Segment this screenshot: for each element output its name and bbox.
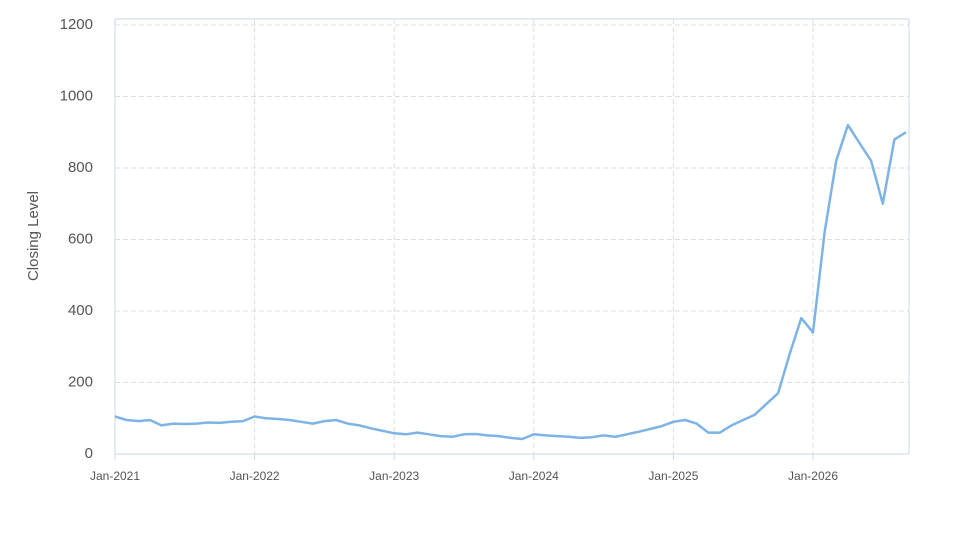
y-tick-label: 400 <box>68 302 93 319</box>
y-axis-label: Closing Level <box>25 191 42 281</box>
x-tick-label: Jan-2024 <box>509 469 559 483</box>
y-tick-label: 800 <box>68 159 93 176</box>
line-series <box>114 123 907 441</box>
x-tick-label: Jan-2023 <box>369 469 419 483</box>
y-tick-label: 1000 <box>60 87 93 104</box>
x-tick-label: Jan-2022 <box>230 469 280 483</box>
y-tick-label: 600 <box>68 230 93 247</box>
plot-frame <box>114 18 910 455</box>
y-tick-label: 200 <box>68 373 93 390</box>
y-tick-label: 0 <box>85 445 93 462</box>
y-tick-label: 1200 <box>60 16 93 33</box>
x-tick-label: Jan-2025 <box>648 469 698 483</box>
x-tick-label: Jan-2021 <box>90 469 140 483</box>
x-tick-label: Jan-2026 <box>788 469 838 483</box>
